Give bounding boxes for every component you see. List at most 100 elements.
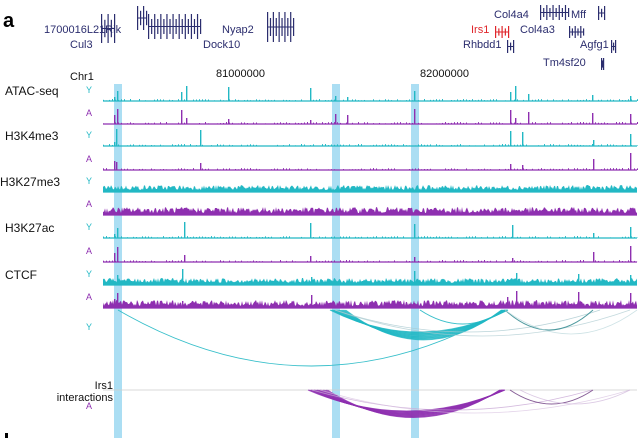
signal-bin	[622, 122, 623, 124]
interactions-label-line1: Irs1	[95, 380, 113, 392]
signal-bin	[583, 122, 584, 124]
signal-bin	[514, 260, 515, 262]
signal-bin	[256, 261, 257, 262]
signal-bin	[331, 260, 332, 262]
signal-bin	[271, 123, 272, 124]
signal-bin	[328, 169, 329, 170]
signal-peak	[522, 165, 524, 170]
signal-bin	[538, 145, 539, 146]
signal-bin	[118, 144, 119, 146]
gene-exon	[104, 19, 106, 38]
signal-peak	[414, 257, 416, 262]
signal-peak	[310, 120, 312, 124]
signal-bin	[466, 261, 467, 262]
signal-bin	[235, 236, 236, 238]
signal-bin	[535, 99, 536, 101]
signal-bin	[514, 99, 515, 101]
signal-bin	[202, 168, 203, 170]
interaction-arc	[419, 309, 506, 325]
gene-exon	[200, 19, 202, 34]
signal-bin	[397, 122, 398, 124]
signal-peak	[116, 162, 118, 170]
signal-bin	[526, 123, 527, 124]
signal-bin	[139, 144, 140, 146]
signal-bin	[571, 144, 572, 146]
signal-bin	[127, 261, 128, 262]
signal-bin	[301, 236, 302, 238]
signal-bin	[262, 100, 263, 101]
signal-bin	[505, 100, 506, 101]
signal-bin	[553, 168, 554, 170]
signal-bin	[289, 144, 290, 146]
signal-bin	[238, 169, 239, 170]
signal-peak	[515, 118, 517, 124]
signal-bin	[166, 122, 167, 124]
signal-bin	[379, 99, 380, 101]
signal-peak	[510, 92, 512, 101]
signal-bin	[601, 144, 602, 146]
signal-bin	[256, 122, 257, 124]
signal-peak	[516, 291, 518, 308]
signal-bin	[460, 144, 461, 146]
signal-bin	[214, 100, 215, 101]
signal-bin	[403, 123, 404, 124]
signal-bin	[133, 260, 134, 262]
signal-bin	[232, 122, 233, 124]
signal-bin	[385, 169, 386, 170]
signal-bin	[598, 99, 599, 101]
signal-bin	[358, 260, 359, 262]
signal-bin	[223, 122, 224, 124]
signal-bin	[559, 236, 560, 238]
signal-bin	[553, 99, 554, 101]
signal-bin	[274, 261, 275, 262]
signal-bin	[217, 123, 218, 124]
signal-bin	[565, 145, 566, 146]
signal-peak	[335, 96, 337, 101]
signal-bin	[631, 236, 632, 238]
signal-bin	[553, 144, 554, 146]
gene-name: Col4a4	[494, 9, 529, 21]
signal-bin	[133, 236, 134, 238]
signal-bin	[184, 144, 185, 146]
signal-bin	[475, 123, 476, 124]
signal-bin	[409, 261, 410, 262]
signal-bin	[481, 260, 482, 262]
signal-bin	[439, 123, 440, 124]
signal-bin	[187, 236, 188, 238]
signal-bin	[268, 236, 269, 238]
signal-bin	[352, 260, 353, 262]
signal-bin	[418, 168, 419, 170]
signal-bin	[229, 236, 230, 238]
signal-peak	[310, 223, 312, 238]
signal-bin	[406, 260, 407, 262]
signal-bin	[637, 145, 638, 146]
signal-bin	[568, 144, 569, 146]
signal-bin	[346, 122, 347, 124]
gene-1: Cul3	[70, 14, 116, 51]
signal-bin	[187, 169, 188, 170]
signal-bin	[253, 122, 254, 124]
signal-bin	[163, 236, 164, 238]
signal-bin	[328, 100, 329, 101]
gene-exon	[611, 40, 613, 53]
signal-bin	[277, 122, 278, 124]
signal-bin	[373, 168, 374, 170]
signal-bin	[334, 99, 335, 101]
signal-bin	[232, 100, 233, 101]
signal-bin	[571, 100, 572, 101]
signal-bin	[589, 169, 590, 170]
signal-bin	[496, 122, 497, 124]
signal-peak	[184, 222, 186, 238]
signal-peak	[310, 256, 312, 262]
gene-exon	[613, 42, 615, 51]
signal-bin	[592, 169, 593, 170]
signal-bin	[247, 144, 248, 146]
gene-exon	[190, 14, 193, 39]
signal-bin	[205, 99, 206, 101]
signal-bin	[370, 237, 371, 238]
signal-bin	[406, 122, 407, 124]
gene-exon	[290, 12, 292, 42]
signal-bin	[196, 99, 197, 101]
signal-bin	[418, 236, 419, 238]
signal-bin	[400, 237, 401, 238]
